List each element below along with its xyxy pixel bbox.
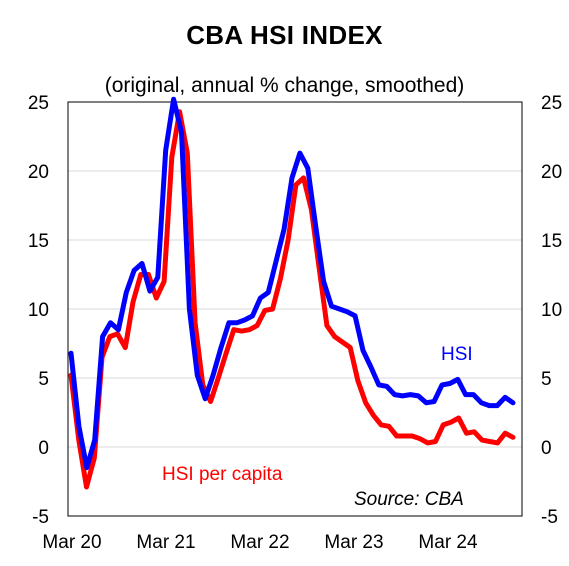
x-tick-label: Mar 21	[136, 532, 195, 553]
y-tick-label-right: 25	[541, 93, 562, 114]
y-tick-label-right: 0	[541, 438, 552, 459]
y-axis-left: -5 0 5 10 15 20 25	[28, 93, 49, 528]
series-line-hsi	[68, 96, 516, 471]
y-tick-label-left: 5	[38, 369, 49, 390]
y-tick-label-left: 0	[38, 438, 49, 459]
y-tick-label-left: 20	[28, 162, 49, 183]
y-tick-label-right: -5	[541, 507, 558, 528]
gridlines	[68, 170, 522, 448]
x-tick-label: Mar 20	[42, 532, 101, 553]
hsi-per-capita-series-label: HSI per capita	[162, 464, 283, 485]
y-tick-label-left: -5	[32, 507, 49, 528]
chart-subtitle: (original, annual % change, smoothed)	[104, 74, 465, 97]
chart-title: CBA HSI INDEX	[186, 20, 383, 50]
y-tick-label-right: 15	[541, 231, 562, 252]
hsi-series-label: HSI	[441, 344, 473, 365]
x-tick-label: Mar 23	[324, 532, 383, 553]
y-axis-right: -5 0 5 10 15 20 25	[541, 93, 562, 528]
series-lines	[68, 96, 516, 490]
x-tick-label: Mar 22	[230, 532, 289, 553]
y-tick-label-left: 15	[28, 231, 49, 252]
source-note: Source: CBA	[354, 489, 464, 510]
y-tick-label-right: 5	[541, 369, 552, 390]
series-line-hsi-per-capita	[68, 109, 516, 490]
y-tick-label-right: 10	[541, 300, 562, 321]
x-tick-label: Mar 24	[418, 532, 478, 553]
y-tick-label-right: 20	[541, 162, 562, 183]
plot-frame	[67, 101, 523, 517]
y-tick-label-left: 10	[28, 300, 49, 321]
y-tick-label-left: 25	[28, 93, 49, 114]
x-axis: Mar 20 Mar 21 Mar 22 Mar 23 Mar 24	[42, 532, 478, 553]
